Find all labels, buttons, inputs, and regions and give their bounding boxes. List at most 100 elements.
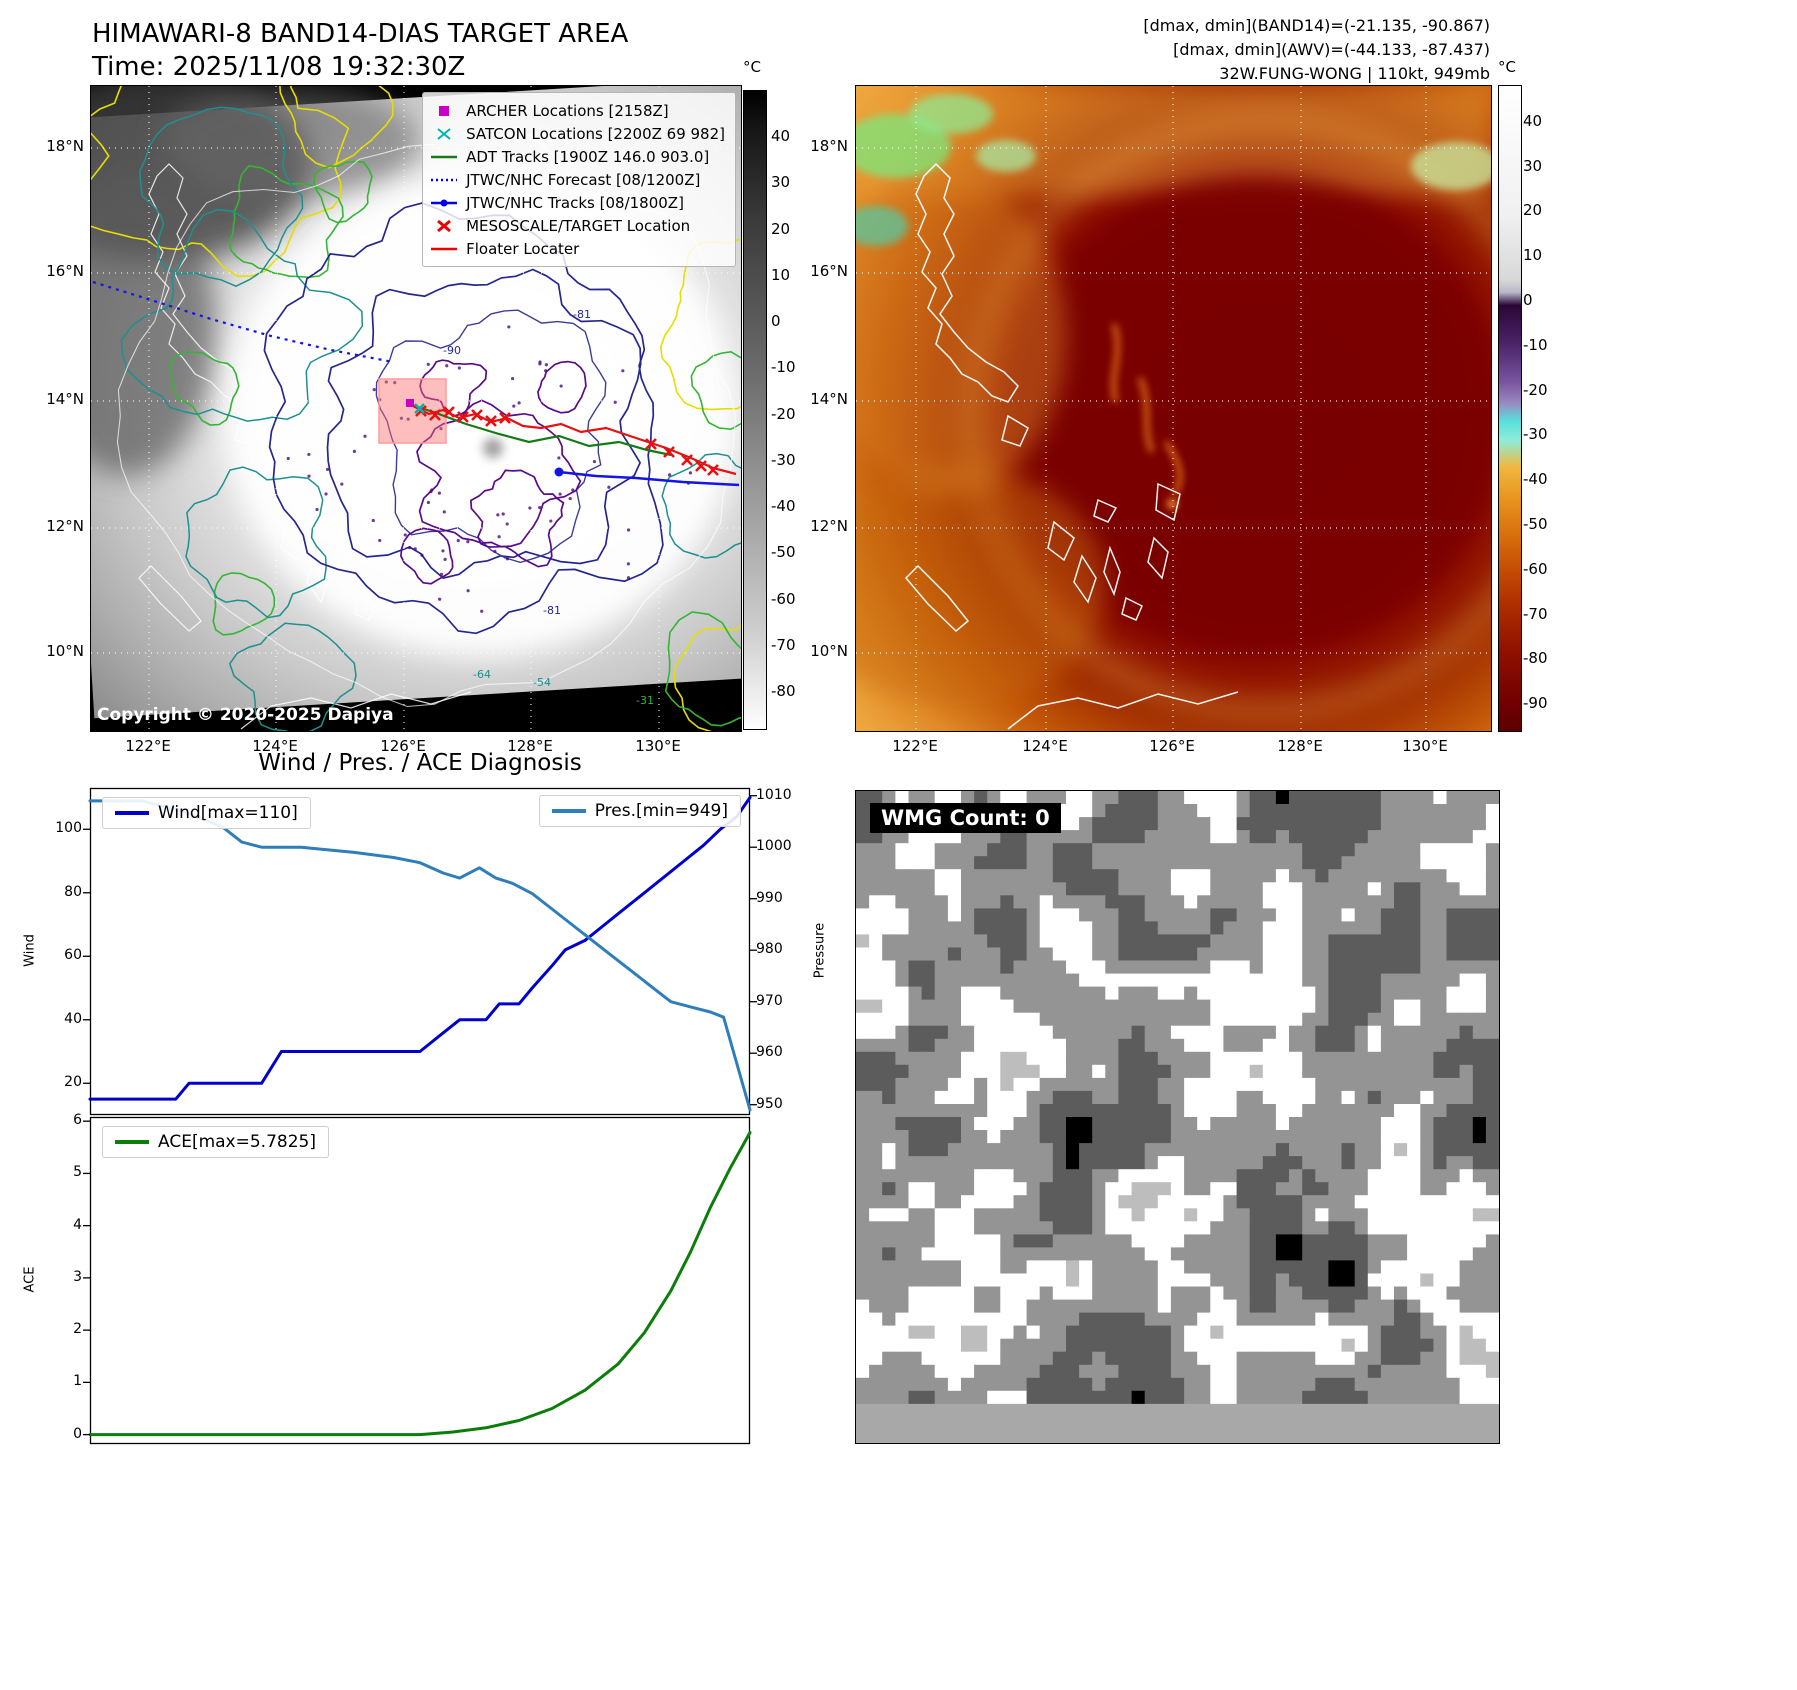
graphic [1000,1169,1014,1183]
graphic [1289,1130,1303,1144]
graphic [1131,908,1146,922]
graphic [1485,1182,1499,1196]
graphic [1039,1299,1054,1314]
graphic [1157,1338,1172,1353]
graphic [645,438,657,450]
contour-value-label: -81 [573,308,591,321]
graphic [1262,1182,1277,1196]
graphic [869,1247,883,1261]
graphic [1131,1260,1146,1274]
graphic [1446,1286,1461,1300]
graphic [1170,1338,1185,1353]
graphic [1170,921,1185,935]
graphic [1446,1208,1461,1222]
graphic [1026,830,1041,844]
graphic [1472,1130,1487,1144]
graphic [961,1260,975,1274]
graphic [1289,1143,1303,1157]
graphic [1433,1156,1447,1170]
graphic [1328,1077,1342,1092]
graphic [1052,843,1067,857]
graphic [934,1077,949,1092]
graphic [1157,1117,1172,1131]
graphic [1000,1090,1014,1105]
graphic [1289,1208,1303,1222]
graphic [1367,1351,1382,1366]
graphic [1407,1130,1421,1144]
graphic [1066,817,1080,831]
graphic [1105,960,1119,974]
graphic [1328,1430,1342,1443]
graphic [1197,843,1211,857]
graphic [961,1403,975,1418]
graphic [1367,986,1382,1001]
graphic [1197,791,1211,805]
graphic [1249,791,1264,805]
graphic [1013,1143,1028,1157]
graphic [1289,1338,1303,1353]
graphic [1066,1247,1080,1261]
graphic [1157,960,1172,974]
graphic [987,960,1001,974]
graphic [961,1143,975,1157]
graphic [1013,1390,1028,1405]
graphic [1420,1156,1434,1170]
graphic [1092,882,1106,896]
graphic [1144,934,1159,948]
graphic [895,1077,909,1092]
graphic [947,1377,962,1392]
graphic [1039,947,1054,961]
target-area-box [378,378,447,444]
graphic [908,1299,923,1314]
graphic [1197,1077,1211,1092]
graphic [1026,1169,1041,1183]
graphic [1315,1403,1329,1418]
graphic [1066,1364,1080,1379]
graphic [1079,869,1093,883]
graphic [1367,895,1382,909]
graphic [1092,830,1106,844]
graphic [921,1430,936,1443]
graphic [1092,1038,1106,1053]
graphic [1315,986,1329,1001]
graphic [1039,1038,1054,1053]
ace-tick-label: 5 [73,1164,82,1181]
graphic [1000,1390,1014,1405]
graphic [1210,895,1224,909]
graphic [466,540,470,544]
graphic [869,1064,883,1079]
graphic [1223,1143,1237,1157]
graphic [1433,1273,1447,1287]
graphic [1210,1208,1224,1222]
graphic [483,438,503,458]
graphic [1144,804,1159,818]
graphic [1105,999,1119,1014]
graphic [1210,1182,1224,1196]
band14-legend-item: SATCON Locations [2200Z 69 982] [429,122,725,145]
graphic [1236,1299,1251,1314]
graphic [1249,804,1264,818]
graphic [1013,830,1028,844]
graphic [1354,999,1369,1014]
graphic [1472,1234,1487,1248]
graphic [947,1208,962,1222]
graphic [1007,691,1239,730]
graphic [1485,1325,1499,1340]
graphic [921,999,936,1014]
graphic [1328,1221,1342,1235]
graphic [1131,1012,1146,1027]
graphic [139,106,304,288]
graphic [1144,1377,1159,1392]
graphic [1170,1182,1185,1196]
graphic [1394,1025,1408,1040]
graphic [263,202,664,635]
awv-colorbar-tick: 0 [1523,291,1533,309]
graphic [1039,1416,1054,1431]
graphic [1262,1104,1277,1118]
graphic [1066,1299,1080,1314]
graphic [1079,1351,1093,1366]
graphic [1210,1143,1224,1157]
graphic [399,416,403,420]
graphic [1302,1377,1316,1392]
graphic [1407,1403,1421,1418]
